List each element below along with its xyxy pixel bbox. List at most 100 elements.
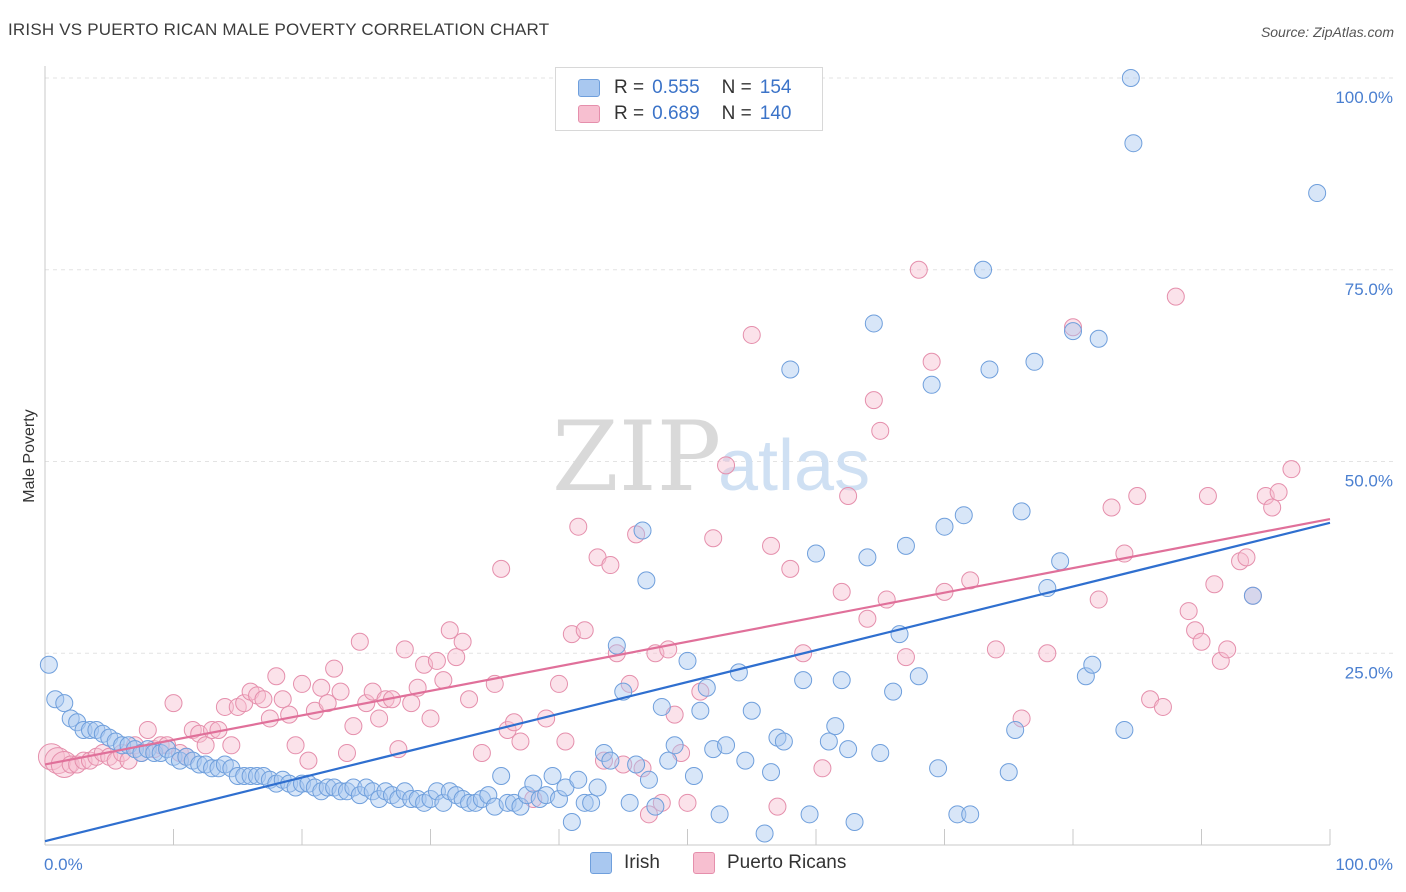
data-point-irish: [922, 375, 941, 394]
data-point-puerto-ricans: [550, 674, 568, 693]
data-point-puerto-ricans: [164, 694, 183, 713]
data-point-irish: [511, 797, 530, 816]
data-point-puerto-ricans: [260, 709, 279, 728]
data-point-irish: [736, 751, 755, 770]
data-point-irish: [646, 797, 665, 816]
series-puerto-ricans: [37, 260, 1301, 824]
data-point-irish: [717, 736, 736, 755]
source-label: Source: ZipAtlas.com: [1260, 24, 1394, 40]
irish-legend-label: Irish: [624, 852, 660, 873]
data-point-irish: [639, 770, 658, 789]
legend-row-puerto-ricans: R = 0.689 N = 140: [578, 102, 791, 126]
r-label: R =: [614, 77, 645, 98]
trend-lines: [44, 517, 1331, 843]
data-point-irish: [1121, 69, 1140, 87]
data-point-irish: [774, 732, 793, 751]
data-point-irish: [74, 720, 93, 739]
y-tick-label: 75.0%: [1345, 280, 1393, 299]
data-point-puerto-ricans: [293, 674, 311, 693]
data-point-irish: [1006, 720, 1025, 739]
data-point-puerto-ricans: [1064, 318, 1082, 337]
data-point-puerto-ricans: [350, 632, 369, 651]
data-point-irish: [492, 766, 511, 785]
data-point-irish: [659, 751, 678, 770]
data-point-puerto-ricans: [601, 556, 620, 575]
trend-line-irish: [44, 521, 1331, 843]
data-point-irish: [524, 774, 543, 793]
axes: [44, 66, 1331, 846]
data-point-irish: [479, 786, 498, 805]
data-point-puerto-ricans: [1153, 697, 1172, 716]
data-point-puerto-ricans: [961, 571, 980, 590]
data-point-irish: [935, 517, 954, 536]
tick-labels: 25.0% 50.0% 75.0% 100.0% 0.0% 100.0%: [44, 88, 1393, 874]
data-point-irish: [620, 793, 639, 812]
data-point-irish: [794, 671, 813, 690]
data-point-irish: [948, 805, 967, 824]
data-point-puerto-ricans: [1089, 590, 1108, 609]
data-point-puerto-ricans: [273, 690, 292, 709]
data-point-puerto-ricans: [1263, 498, 1282, 517]
data-point-puerto-ricans: [421, 709, 440, 728]
data-point-irish: [344, 778, 363, 797]
data-point-irish: [543, 766, 562, 785]
data-point-irish: [839, 740, 858, 759]
y-tick-label: 50.0%: [1345, 472, 1393, 491]
data-point-puerto-ricans: [556, 732, 575, 751]
data-point-puerto-ricans: [1128, 487, 1147, 506]
data-point-irish: [807, 544, 825, 563]
r-value: 0.555: [652, 77, 700, 98]
data-point-irish: [871, 743, 890, 762]
grid-lines: [45, 77, 1395, 654]
data-point-irish: [575, 793, 594, 812]
data-point-puerto-ricans: [312, 678, 331, 697]
y-tick-label: 100.0%: [1335, 88, 1393, 107]
puerto-ricans-swatch: [578, 105, 600, 123]
x-tick-label: 0.0%: [44, 855, 83, 874]
data-point-irish: [228, 766, 247, 785]
data-point-puerto-ricans: [427, 651, 446, 670]
irish-legend-swatch: [590, 852, 612, 874]
data-point-irish: [55, 694, 74, 713]
data-point-irish: [427, 782, 446, 801]
irish-swatch: [578, 79, 600, 97]
data-point-irish: [961, 805, 980, 824]
data-point-irish: [601, 751, 620, 770]
data-point-puerto-ricans: [678, 793, 697, 812]
data-point-puerto-ricans: [106, 751, 125, 770]
data-point-puerto-ricans: [505, 713, 524, 732]
data-point-irish: [678, 651, 697, 670]
data-point-irish: [562, 812, 581, 831]
data-point-irish: [800, 805, 819, 824]
n-value: 154: [759, 77, 792, 98]
data-point-irish: [819, 732, 838, 751]
data-point-puerto-ricans: [768, 797, 787, 816]
data-point-puerto-ricans: [254, 690, 273, 709]
data-point-puerto-ricans: [318, 694, 337, 713]
data-point-puerto-ricans: [839, 487, 858, 506]
data-point-puerto-ricans: [813, 759, 832, 778]
data-point-irish: [550, 789, 568, 808]
data-point-irish: [1083, 655, 1102, 674]
data-point-irish: [999, 763, 1018, 782]
puerto-ricans-legend-label: Puerto Ricans: [727, 852, 847, 873]
data-point-puerto-ricans: [280, 705, 299, 724]
data-point-irish: [235, 766, 254, 785]
legend-puerto-ricans: Puerto Ricans: [693, 852, 846, 874]
x-tick-label: 100.0%: [1335, 855, 1393, 874]
watermark-zip: ZIP: [552, 401, 721, 513]
data-point-puerto-ricans: [1038, 644, 1057, 663]
watermark: ZIP atlas: [552, 401, 870, 513]
data-point-irish: [241, 766, 260, 785]
data-point-puerto-ricans: [215, 697, 234, 716]
data-point-puerto-ricans: [472, 743, 491, 762]
y-axis-label: Male Poverty: [21, 409, 38, 502]
y-tick-label: 25.0%: [1345, 663, 1393, 682]
data-point-irish: [389, 789, 408, 808]
correlation-legend: R = 0.555 N = 154 R = 0.689 N = 140: [555, 67, 823, 131]
data-point-puerto-ricans: [1192, 632, 1211, 651]
watermark-atlas: atlas: [718, 426, 870, 506]
data-point-irish: [980, 360, 999, 379]
data-point-irish: [1012, 502, 1031, 521]
